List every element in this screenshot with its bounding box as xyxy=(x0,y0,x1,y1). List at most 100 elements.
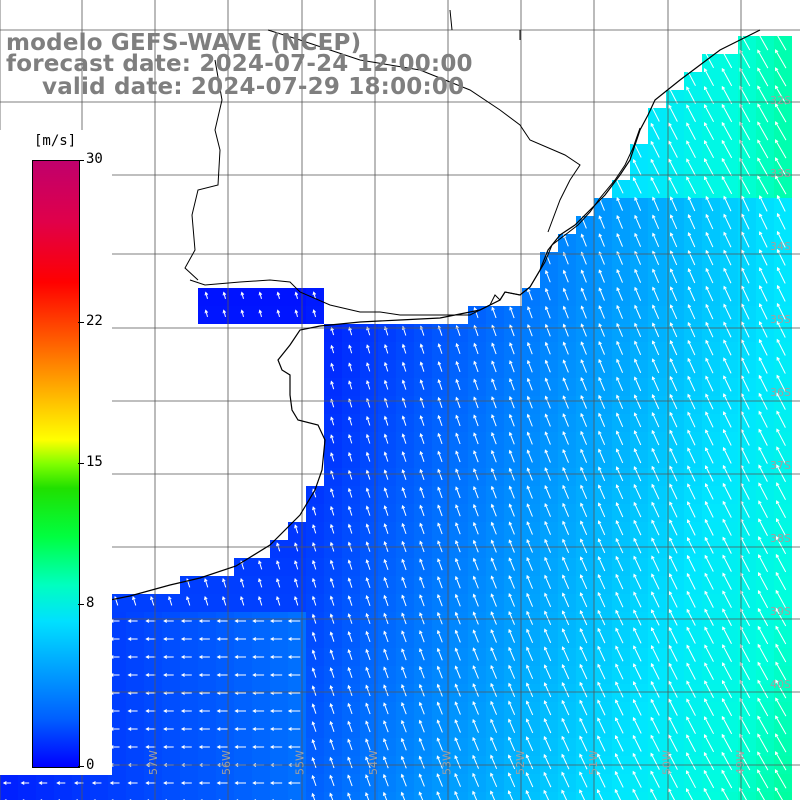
wind-arrow-head xyxy=(365,648,369,653)
wind-arrow-head xyxy=(740,375,745,379)
latitude-label: 40S xyxy=(770,678,791,691)
wind-arrow-head xyxy=(544,574,548,579)
wind-arrow-head xyxy=(472,521,477,526)
wind-arrow-head xyxy=(472,557,477,562)
wind-arrow xyxy=(740,626,751,645)
wind-arrow xyxy=(384,470,389,480)
wind-arrow xyxy=(186,596,191,606)
wind-arrow xyxy=(330,417,335,426)
wind-arrow xyxy=(437,505,443,517)
wind-arrow xyxy=(562,575,570,590)
wind-arrow-head xyxy=(650,158,655,163)
wind-arrow xyxy=(491,486,497,499)
wind-arrow xyxy=(545,324,551,337)
wind-arrow-head xyxy=(472,754,476,759)
wind-arrow-head xyxy=(668,104,672,109)
wind-arrow-head xyxy=(579,789,583,794)
wind-arrow xyxy=(384,452,389,462)
wind-arrow xyxy=(366,595,371,606)
wind-arrow-head xyxy=(198,673,203,677)
wind-arrow-head xyxy=(455,396,459,401)
wind-arrow xyxy=(740,644,751,663)
wind-arrow-head xyxy=(757,67,761,72)
wind-arrow xyxy=(276,560,281,570)
wind-arrow-head xyxy=(526,610,530,615)
wind-arrow-head xyxy=(383,361,388,366)
wind-arrow-head xyxy=(544,323,549,328)
wind-arrow-head xyxy=(634,196,638,201)
wind-arrow xyxy=(472,773,480,787)
wind-arrow xyxy=(633,699,642,716)
wind-arrow xyxy=(687,394,696,410)
wind-cell xyxy=(702,792,720,800)
wind-arrow-head xyxy=(668,734,672,739)
wind-arrow xyxy=(436,756,443,769)
wind-arrow-head xyxy=(614,770,619,775)
wind-arrow-head xyxy=(633,609,637,614)
wind-arrow xyxy=(562,485,570,499)
wind-arrow xyxy=(759,249,768,266)
wind-arrow xyxy=(455,684,461,697)
wind-arrow-head xyxy=(270,673,274,677)
wind-arrow-head xyxy=(347,523,352,528)
wind-arrow-head xyxy=(526,646,530,651)
wind-arrow-head xyxy=(454,593,459,598)
wind-arrow-head xyxy=(651,394,656,399)
wind-arrow xyxy=(401,684,407,697)
wind-arrow-head xyxy=(615,591,619,596)
wind-arrow-head xyxy=(508,467,513,472)
wind-arrow xyxy=(365,774,371,787)
wind-arrow-head xyxy=(473,378,477,383)
wind-arrow-head xyxy=(222,309,227,314)
wind-arrow-head xyxy=(668,590,673,595)
wind-arrow-head xyxy=(509,306,513,311)
wind-arrow-head xyxy=(329,702,334,707)
wind-arrow xyxy=(402,505,407,517)
wind-arrow xyxy=(454,737,461,751)
wind-arrow-head xyxy=(669,214,674,219)
wind-arrow xyxy=(668,663,678,680)
wind-arrow-head xyxy=(721,103,726,108)
wind-arrow xyxy=(651,574,660,590)
wind-arrow-head xyxy=(347,577,352,582)
wind-arrow-head xyxy=(669,375,674,380)
wind-arrow-head xyxy=(365,792,369,797)
wind-arrow-head xyxy=(543,718,548,722)
wind-arrow xyxy=(650,141,660,158)
wind-arrow-head xyxy=(455,539,459,545)
wind-arrow-head xyxy=(198,619,203,623)
wind-arrow xyxy=(473,361,479,373)
wind-arrow-head xyxy=(437,576,441,581)
wind-arrow xyxy=(436,773,443,787)
wind-arrow-head xyxy=(739,67,743,72)
wind-arrow-head xyxy=(419,522,423,527)
wind-arrow xyxy=(775,554,787,573)
wind-arrow-head xyxy=(455,360,460,365)
wind-cell xyxy=(144,792,162,800)
wind-arrow-head xyxy=(721,769,725,774)
wind-arrow-head xyxy=(723,213,727,218)
wind-arrow xyxy=(490,719,498,733)
wind-arrow xyxy=(686,104,696,122)
wind-arrow-head xyxy=(668,176,672,181)
wind-cell xyxy=(612,792,630,800)
wind-arrow xyxy=(419,720,425,733)
wind-arrow-head xyxy=(758,374,763,379)
wind-arrow xyxy=(419,630,425,643)
wind-arrow-head xyxy=(687,465,691,470)
wind-arrow xyxy=(598,503,606,518)
wind-arrow xyxy=(774,787,783,800)
wind-arrow-head xyxy=(454,701,459,706)
wind-arrow-head xyxy=(723,249,727,254)
wind-arrow xyxy=(580,413,588,427)
wind-arrow xyxy=(472,719,479,733)
wind-arrow xyxy=(616,323,624,337)
wind-arrow xyxy=(366,452,371,462)
wind-arrow xyxy=(650,123,660,140)
wind-arrow-head xyxy=(721,751,726,756)
wind-arrow-head xyxy=(383,558,388,563)
wind-arrow-head xyxy=(562,377,567,382)
wind-arrow-head xyxy=(775,31,779,36)
wind-arrow xyxy=(544,647,552,662)
wind-arrow-head xyxy=(775,607,779,612)
